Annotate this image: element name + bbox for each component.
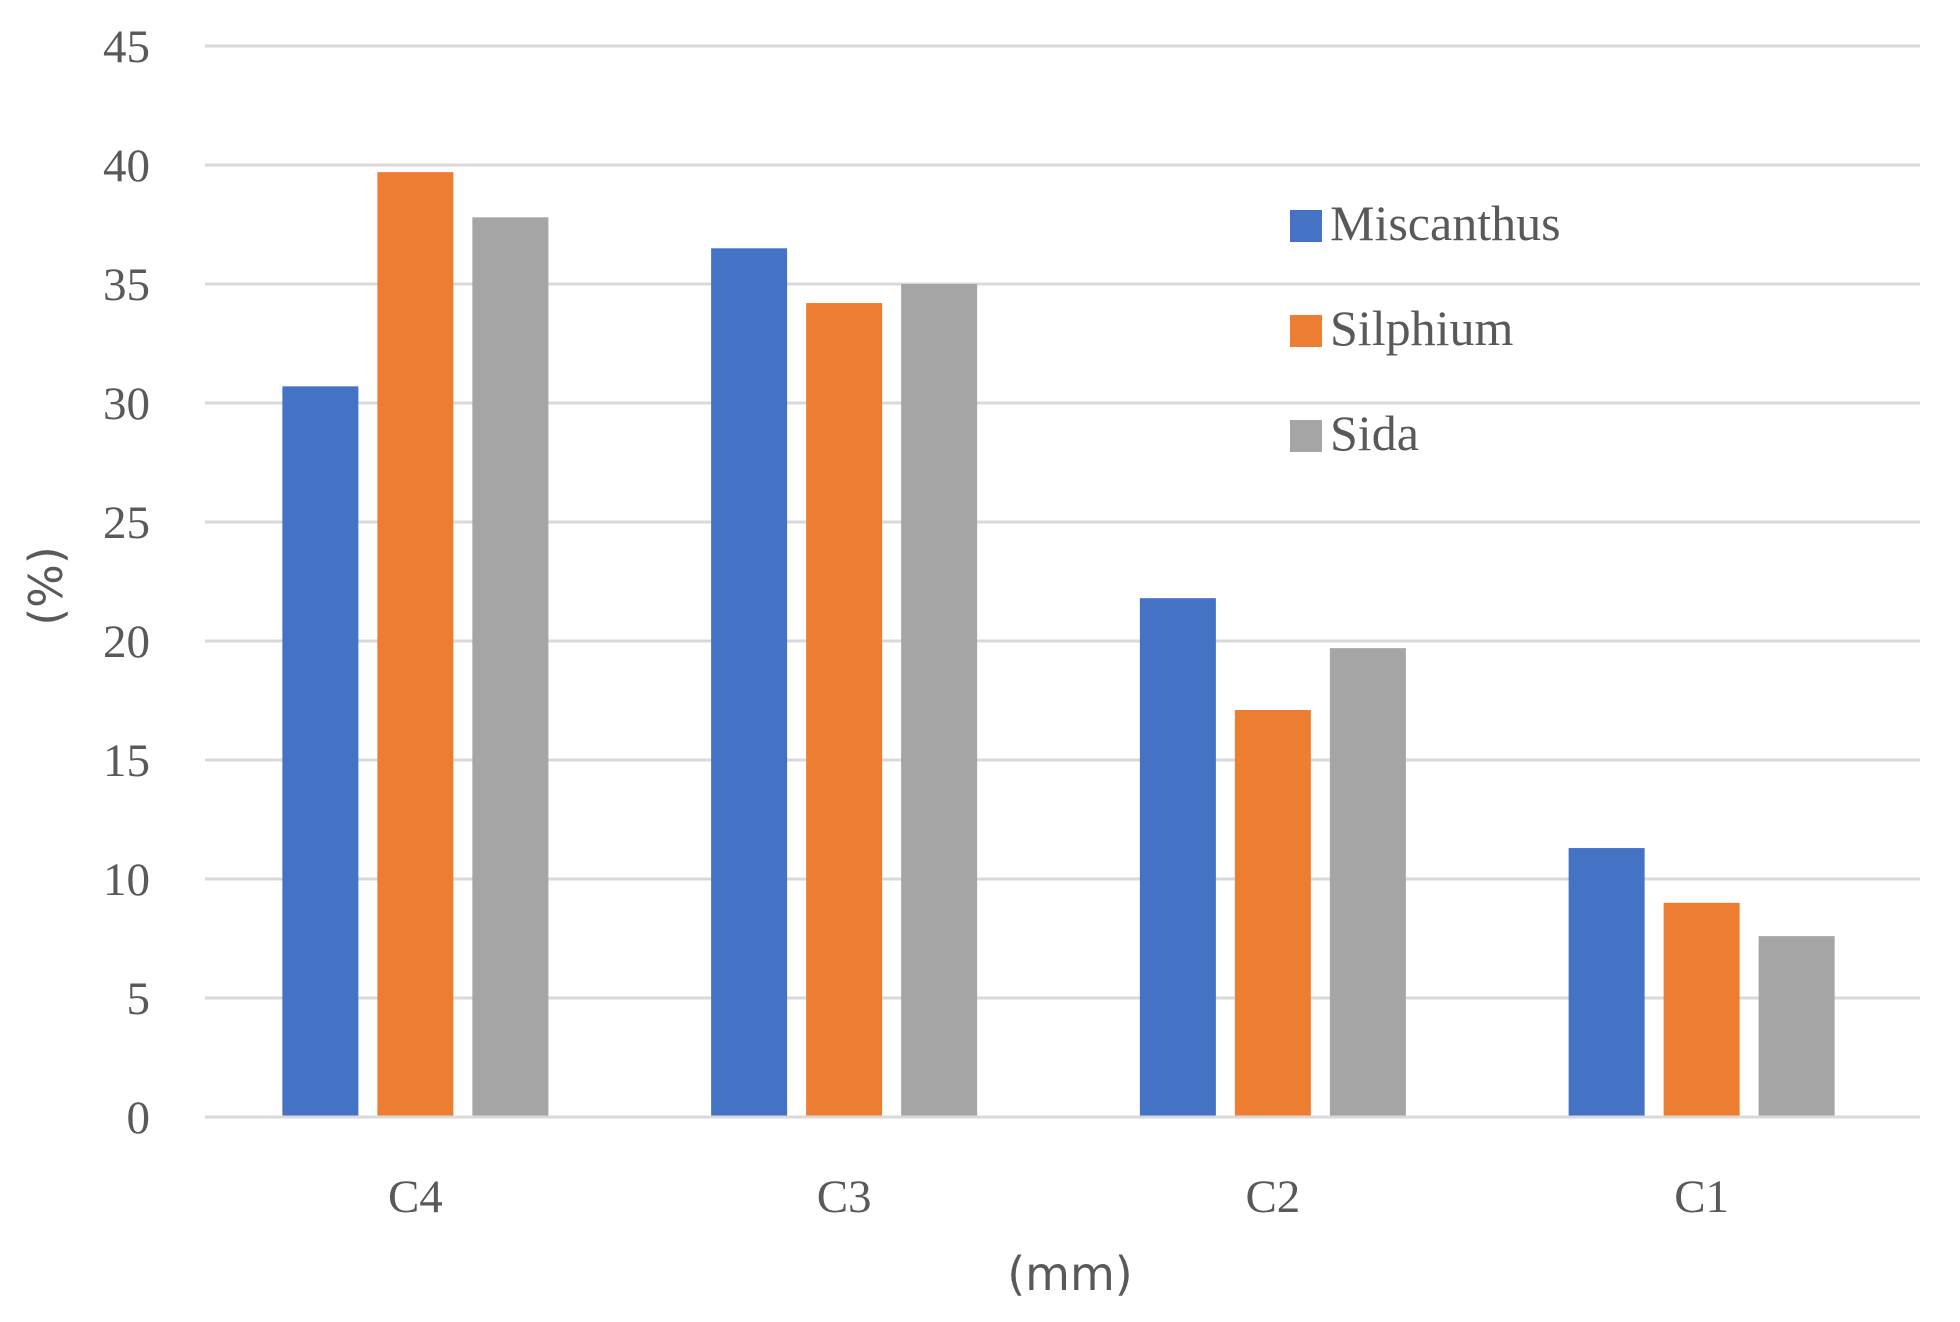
y-tick-label: 0 [127,1092,151,1144]
y-tick-label: 25 [103,497,150,549]
bar-miscanthus-c2 [1139,598,1216,1117]
y-axis-tick-labels: 0 5 10 15 20 25 30 35 40 45 [103,21,150,1144]
gridlines [205,44,1920,1119]
bar-silphium-c3 [806,303,883,1117]
y-tick-label: 40 [103,140,150,192]
legend: Miscanthus Silphium Sida [1290,195,1561,461]
y-tick-label: 15 [103,735,150,787]
x-tick-label-c2: C2 [1245,1171,1300,1223]
x-tick-label-c1: C1 [1674,1171,1729,1223]
bar-silphium-c1 [1663,902,1740,1117]
y-tick-label: 20 [103,616,150,668]
bar-silphium-c4 [377,172,454,1117]
x-tick-label-c4: C4 [388,1171,443,1223]
x-tick-label-c3: C3 [817,1171,872,1223]
bar-sida-c1 [1758,936,1835,1117]
bar-miscanthus-c3 [711,248,788,1118]
legend-label-silphium: Silphium [1330,300,1513,356]
y-tick-label: 45 [103,21,150,73]
y-tick-label: 35 [103,259,150,311]
bar-miscanthus-c1 [1568,848,1645,1117]
x-axis-title: (mm) [1007,1247,1133,1301]
x-axis-tick-labels: C4 C3 C2 C1 [388,1171,1729,1223]
bar-sida-c2 [1329,648,1406,1117]
legend-label-miscanthus: Miscanthus [1330,195,1561,251]
bar-sida-c4 [472,217,549,1118]
y-tick-label: 5 [127,973,151,1025]
y-tick-label: 30 [103,378,150,430]
y-tick-label: 10 [103,854,150,906]
legend-label-sida: Sida [1330,405,1419,461]
y-axis-title: (%) [19,546,73,626]
bar-silphium-c2 [1234,710,1311,1117]
bar-miscanthus-c4 [282,386,359,1118]
legend-swatch-silphium [1290,315,1322,347]
legend-swatch-miscanthus [1290,210,1322,242]
bars [205,172,1920,1119]
bar-sida-c3 [901,284,978,1117]
legend-swatch-sida [1290,420,1322,452]
